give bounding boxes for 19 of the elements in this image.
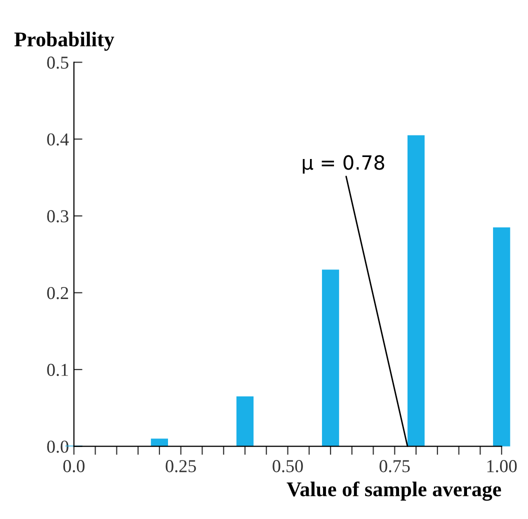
x-tick-label: 0.50 <box>272 460 303 472</box>
y-tick-label: 0.2 <box>47 286 68 300</box>
y-tick-label: 0.4 <box>47 133 69 146</box>
x-tick-label: 0.75 <box>380 460 410 472</box>
bar <box>322 270 340 446</box>
y-tick-label: 0.0 <box>47 440 68 453</box>
annotation: μ = 0.78 <box>302 155 384 174</box>
bar <box>493 227 510 446</box>
x-tick-label: 0.25 <box>166 460 196 472</box>
y-axis-title: Probability <box>14 32 114 51</box>
y-tick-label: 0.3 <box>47 210 68 222</box>
x-tick-label: 1.00 <box>487 460 517 472</box>
bar <box>408 135 425 446</box>
y-tick-label: 0.5 <box>47 56 68 69</box>
bar <box>150 438 168 446</box>
y-tick-label: 0.1 <box>47 364 68 376</box>
x-tick-label: 0.0 <box>63 460 85 472</box>
bar <box>236 396 254 446</box>
x-axis-title: Value of sample average <box>286 481 502 501</box>
